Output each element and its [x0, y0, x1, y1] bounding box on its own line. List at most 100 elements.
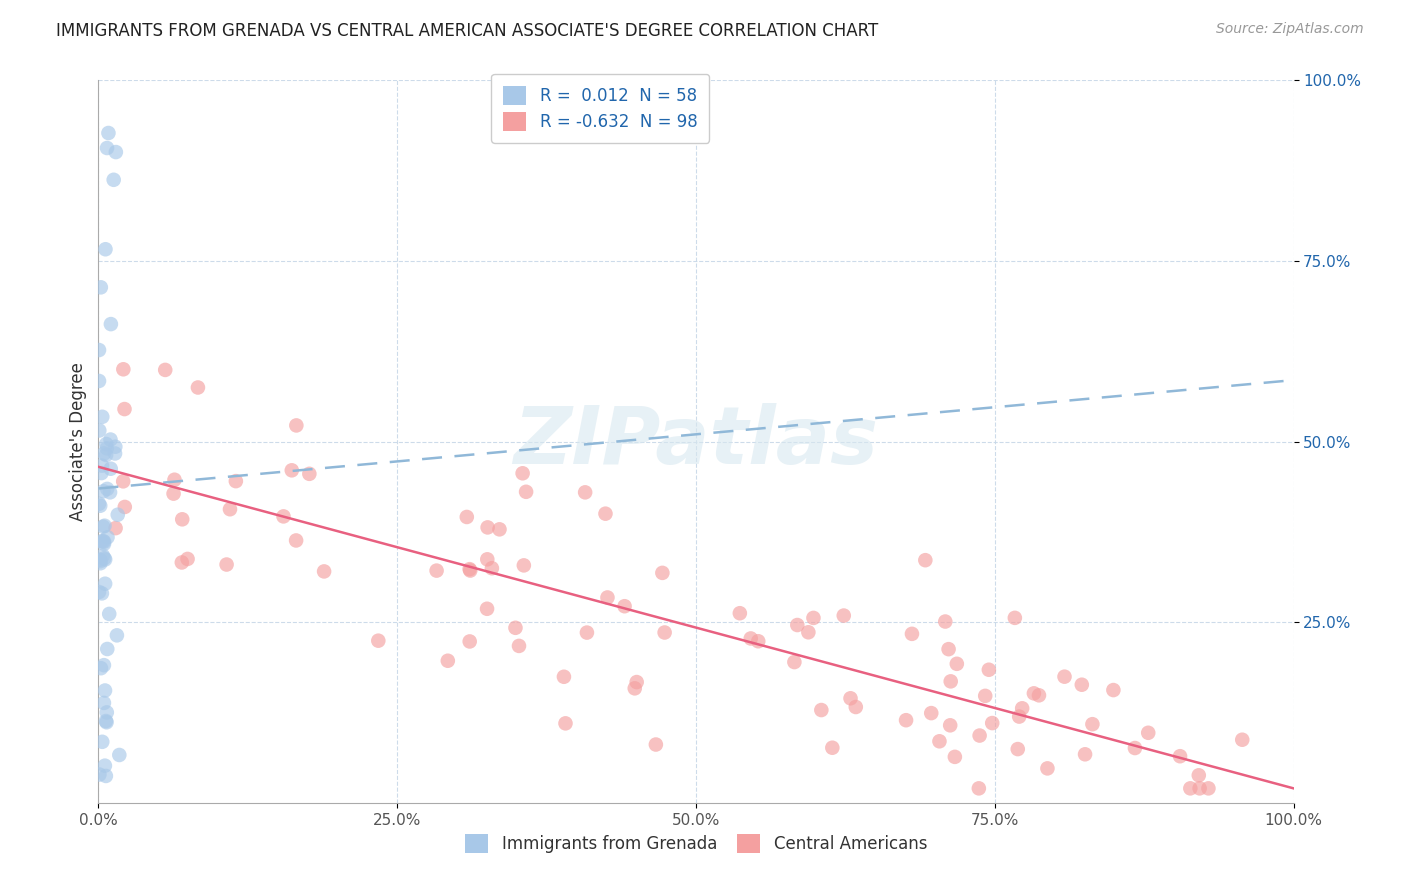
- Immigrants from Grenada: [91, 409, 114, 424]
- Central Americans: [172, 512, 194, 526]
- Immigrants from Grenada: [96, 482, 118, 496]
- Central Americans: [437, 654, 460, 668]
- Immigrants from Grenada: [108, 747, 131, 762]
- Central Americans: [458, 564, 481, 578]
- Central Americans: [596, 591, 619, 605]
- Central Americans: [810, 703, 832, 717]
- Central Americans: [170, 556, 193, 570]
- Immigrants from Grenada: [96, 437, 118, 451]
- Central Americans: [112, 475, 135, 489]
- Central Americans: [367, 633, 389, 648]
- Immigrants from Grenada: [94, 758, 117, 772]
- Central Americans: [1197, 781, 1219, 796]
- Immigrants from Grenada: [93, 696, 115, 710]
- Central Americans: [512, 467, 534, 481]
- Central Americans: [1008, 709, 1031, 723]
- Immigrants from Grenada: [93, 534, 115, 549]
- Immigrants from Grenada: [93, 551, 115, 566]
- Central Americans: [654, 625, 676, 640]
- Central Americans: [458, 634, 481, 648]
- Central Americans: [623, 681, 645, 696]
- Central Americans: [163, 473, 186, 487]
- Immigrants from Grenada: [94, 242, 117, 256]
- Immigrants from Grenada: [93, 658, 115, 673]
- Immigrants from Grenada: [98, 607, 121, 621]
- Central Americans: [155, 363, 177, 377]
- Immigrants from Grenada: [94, 769, 117, 783]
- Central Americans: [475, 601, 498, 615]
- Central Americans: [187, 380, 209, 394]
- Central Americans: [281, 463, 304, 477]
- Central Americans: [943, 750, 966, 764]
- Central Americans: [786, 618, 808, 632]
- Central Americans: [1123, 741, 1146, 756]
- Central Americans: [797, 625, 820, 640]
- Central Americans: [1232, 732, 1254, 747]
- Central Americans: [981, 716, 1004, 731]
- Immigrants from Grenada: [90, 661, 112, 675]
- Central Americans: [1070, 678, 1092, 692]
- Central Americans: [477, 520, 499, 534]
- Central Americans: [426, 564, 449, 578]
- Immigrants from Grenada: [96, 706, 118, 720]
- Central Americans: [740, 632, 762, 646]
- Central Americans: [974, 689, 997, 703]
- Central Americans: [946, 657, 969, 671]
- Central Americans: [938, 642, 960, 657]
- Immigrants from Grenada: [93, 537, 115, 551]
- Central Americans: [176, 552, 198, 566]
- Central Americans: [728, 606, 751, 620]
- Central Americans: [1102, 683, 1125, 698]
- Immigrants from Grenada: [87, 585, 110, 599]
- Y-axis label: Associate's Degree: Associate's Degree: [69, 362, 87, 521]
- Central Americans: [513, 558, 536, 573]
- Central Americans: [803, 611, 825, 625]
- Immigrants from Grenada: [94, 683, 117, 698]
- Immigrants from Grenada: [90, 534, 112, 549]
- Central Americans: [977, 663, 1000, 677]
- Central Americans: [481, 561, 503, 575]
- Immigrants from Grenada: [104, 446, 127, 460]
- Immigrants from Grenada: [100, 433, 122, 447]
- Central Americans: [1011, 701, 1033, 715]
- Central Americans: [939, 718, 962, 732]
- Central Americans: [285, 418, 308, 433]
- Central Americans: [914, 553, 936, 567]
- Central Americans: [215, 558, 238, 572]
- Central Americans: [298, 467, 321, 481]
- Text: ZIPatlas: ZIPatlas: [513, 402, 879, 481]
- Central Americans: [1188, 768, 1211, 782]
- Immigrants from Grenada: [90, 280, 112, 294]
- Central Americans: [644, 738, 666, 752]
- Central Americans: [832, 608, 855, 623]
- Immigrants from Grenada: [87, 374, 110, 388]
- Immigrants from Grenada: [107, 508, 129, 522]
- Central Americans: [894, 713, 917, 727]
- Central Americans: [626, 675, 648, 690]
- Immigrants from Grenada: [89, 554, 111, 568]
- Immigrants from Grenada: [87, 343, 110, 357]
- Central Americans: [783, 655, 806, 669]
- Text: IMMIGRANTS FROM GRENADA VS CENTRAL AMERICAN ASSOCIATE'S DEGREE CORRELATION CHART: IMMIGRANTS FROM GRENADA VS CENTRAL AMERI…: [56, 22, 879, 40]
- Central Americans: [939, 674, 962, 689]
- Central Americans: [219, 502, 242, 516]
- Central Americans: [285, 533, 308, 548]
- Central Americans: [505, 621, 527, 635]
- Central Americans: [595, 507, 617, 521]
- Central Americans: [1028, 688, 1050, 702]
- Immigrants from Grenada: [89, 424, 111, 438]
- Central Americans: [574, 485, 596, 500]
- Central Americans: [314, 565, 336, 579]
- Immigrants from Grenada: [100, 317, 122, 331]
- Central Americans: [273, 509, 295, 524]
- Immigrants from Grenada: [94, 714, 117, 728]
- Immigrants from Grenada: [91, 549, 114, 563]
- Immigrants from Grenada: [97, 126, 120, 140]
- Immigrants from Grenada: [104, 440, 127, 454]
- Immigrants from Grenada: [87, 497, 110, 511]
- Central Americans: [747, 634, 769, 648]
- Immigrants from Grenada: [91, 458, 114, 473]
- Central Americans: [456, 510, 478, 524]
- Central Americans: [969, 729, 991, 743]
- Central Americans: [553, 670, 575, 684]
